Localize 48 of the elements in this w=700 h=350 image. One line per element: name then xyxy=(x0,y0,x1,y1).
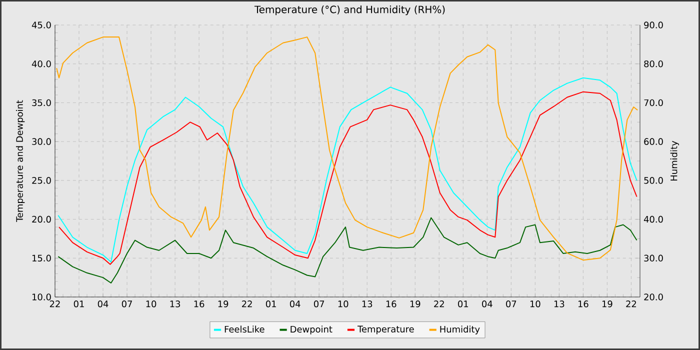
x-tick-label: 01 xyxy=(458,300,468,308)
x-tick-label: 04 xyxy=(482,300,492,308)
x-tick-label: 16 xyxy=(194,300,204,308)
y2-tick-label: 60.0 xyxy=(644,138,663,145)
legend-label: FeelsLike xyxy=(224,326,264,333)
y2-tick-label: 50.0 xyxy=(644,177,663,184)
x-tick-label: 16 xyxy=(578,300,588,308)
x-tick-label: 22 xyxy=(50,300,60,308)
x-tick-label: 07 xyxy=(506,300,516,308)
x-tick-label: 01 xyxy=(266,300,276,308)
y2-tick-label: 40.0 xyxy=(644,216,663,223)
x-tick-label: 10 xyxy=(338,300,348,308)
y-tick-label: 25.0 xyxy=(32,177,51,184)
x-tick-label: 13 xyxy=(554,300,564,308)
y2-tick-label: 30.0 xyxy=(644,254,663,262)
y-tick-label: 20.0 xyxy=(32,216,51,223)
legend-label: Temperature xyxy=(357,326,414,334)
x-tick-label: 01 xyxy=(74,300,84,308)
x-tick-label: 19 xyxy=(410,300,420,308)
x-tick-label: 04 xyxy=(98,300,108,308)
x-tick-label: 10 xyxy=(146,300,156,308)
y-tick-label: 30.0 xyxy=(32,138,51,145)
legend-label: Humidity xyxy=(440,326,480,334)
y2-tick-label: 80.0 xyxy=(644,60,663,68)
y2-tick-label: 90.0 xyxy=(644,22,663,28)
x-tick-label: 07 xyxy=(122,300,132,308)
y-tick-label: 35.0 xyxy=(32,99,51,106)
chart-title: Temperature (°C) and Humidity (RH%) xyxy=(254,6,445,16)
x-tick-label: 22 xyxy=(626,300,636,308)
y2-tick-label: 70.0 xyxy=(644,99,663,106)
x-tick-label: 04 xyxy=(290,300,300,308)
y2-tick-label: 20.0 xyxy=(644,294,663,300)
y2-axis-title: Humidity xyxy=(670,140,679,180)
x-tick-label: 16 xyxy=(386,300,396,308)
legend-label: Dewpoint xyxy=(290,326,332,334)
x-tick-label: 22 xyxy=(242,300,252,308)
x-tick-label: 13 xyxy=(362,300,372,308)
y-tick-label: 10.0 xyxy=(32,294,51,300)
x-tick-label: 19 xyxy=(602,300,612,308)
x-tick-label: 07 xyxy=(314,300,324,308)
x-tick-label: 19 xyxy=(218,300,228,308)
y-tick-label: 45.0 xyxy=(32,22,51,28)
y-tick-label: 40.0 xyxy=(32,60,51,68)
x-tick-label: 22 xyxy=(434,300,444,308)
x-tick-label: 10 xyxy=(530,300,540,308)
x-tick-label: 13 xyxy=(170,300,180,308)
y-tick-label: 15.0 xyxy=(32,254,51,262)
y-axis-title: Temperature and Dewpoint xyxy=(16,100,25,222)
